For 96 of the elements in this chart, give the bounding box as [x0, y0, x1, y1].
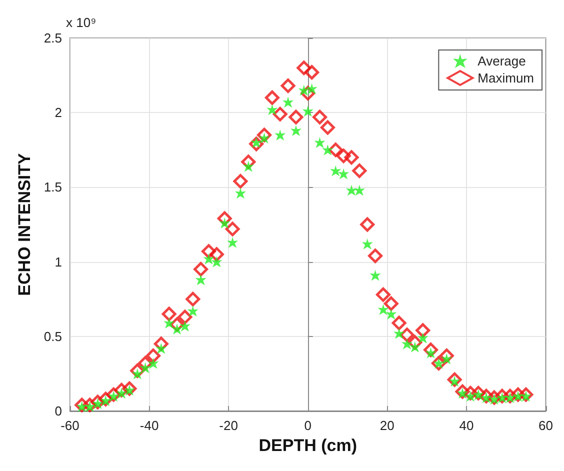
point: [330, 165, 342, 176]
point: [344, 150, 359, 165]
point: [471, 386, 486, 400]
point: [328, 142, 343, 158]
point: [227, 236, 238, 248]
point: [187, 306, 198, 317]
point: [146, 348, 160, 364]
point: [394, 328, 405, 339]
point: [400, 328, 414, 342]
point: [90, 394, 105, 410]
point: [401, 338, 412, 350]
point: [178, 310, 192, 324]
x-axis-title: DEPTH (cm): [258, 436, 357, 455]
point: [225, 222, 240, 236]
x-tick-label: 20: [380, 418, 394, 433]
point: [322, 144, 334, 156]
point: [106, 387, 121, 402]
point: [233, 174, 248, 188]
point: [479, 388, 494, 404]
point: [439, 348, 454, 364]
point: [264, 90, 280, 105]
point: [362, 238, 373, 250]
x-tick-label: 0: [304, 418, 312, 433]
point: [302, 106, 314, 117]
point: [179, 320, 190, 332]
point: [211, 256, 222, 268]
point: [376, 287, 390, 302]
point: [494, 388, 510, 404]
point: [312, 110, 328, 124]
point: [164, 317, 175, 328]
point: [447, 372, 462, 387]
point: [194, 262, 208, 277]
point: [82, 398, 98, 412]
y-tick-label: 2: [54, 105, 62, 120]
point: [510, 387, 526, 402]
point: [266, 104, 278, 116]
point: [384, 296, 398, 311]
point: [186, 292, 200, 306]
point: [336, 148, 351, 164]
y-tick-label: 1: [54, 254, 62, 270]
text: x 10⁹: [66, 15, 96, 30]
point: [195, 274, 206, 286]
point: [98, 392, 113, 406]
point: [386, 308, 397, 320]
y-tick-label: 2.5: [44, 30, 62, 46]
point: [288, 110, 304, 124]
point: [280, 78, 296, 93]
y-tick-label: 1.5: [44, 180, 62, 195]
point: [424, 342, 438, 358]
point: [148, 358, 159, 369]
x-tick-label: 60: [538, 418, 554, 433]
point: [463, 386, 478, 400]
point: [338, 168, 350, 180]
point: [203, 253, 214, 264]
point: [257, 128, 272, 142]
point: [455, 384, 470, 399]
point: [249, 136, 264, 152]
point: [296, 60, 312, 76]
point: [368, 248, 383, 264]
point: [392, 316, 406, 330]
point: [518, 387, 534, 402]
x-tick-label: -60: [60, 418, 80, 433]
x-tick-label: 40: [459, 418, 474, 433]
point: [234, 188, 246, 199]
point: [304, 65, 320, 80]
point: [346, 184, 357, 196]
point: [74, 398, 90, 412]
point: [417, 332, 428, 344]
point: [360, 217, 375, 232]
y-axis-title: ECHO INTENSITY: [15, 152, 34, 296]
point: [290, 125, 302, 136]
x-tick-label: -20: [219, 418, 238, 433]
point: [354, 184, 365, 196]
point: [130, 363, 145, 378]
point: [114, 382, 129, 398]
point: [416, 323, 430, 338]
point: [122, 381, 137, 396]
point: [352, 164, 367, 178]
point: [314, 136, 326, 148]
point: [201, 244, 216, 259]
point: [486, 390, 502, 405]
point: [320, 120, 335, 135]
y-tick-label: 0: [54, 404, 62, 418]
point: [502, 388, 518, 404]
point: [162, 306, 176, 322]
legend-label: Average: [478, 54, 526, 68]
point: [272, 106, 288, 122]
point: [274, 129, 286, 140]
point: [378, 304, 389, 316]
legend-label: Maximum: [478, 70, 534, 86]
point: [300, 86, 316, 100]
point: [370, 270, 381, 281]
point: [209, 247, 224, 262]
x-tick-label: -40: [140, 418, 159, 433]
point: [282, 96, 294, 108]
y-tick-label: 0.5: [44, 328, 62, 344]
